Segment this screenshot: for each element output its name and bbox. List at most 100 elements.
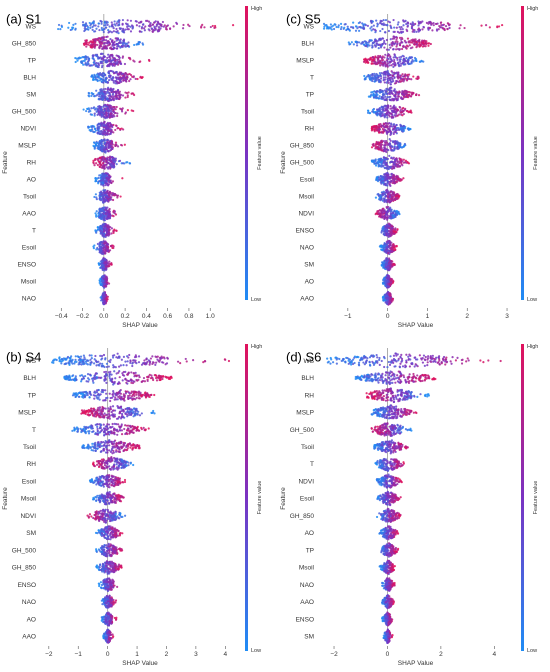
shap-point [106,206,109,209]
shap-point [150,27,153,30]
shap-point [106,243,109,246]
shap-point [382,22,385,25]
shap-point [381,211,385,214]
shap-point [97,182,100,185]
feature-label: Esoil [22,245,37,252]
shap-point [116,114,119,118]
shap-point [105,159,108,162]
shap-point [100,195,103,198]
shap-point [383,81,386,84]
shap-point [92,24,95,27]
shap-point [419,43,422,46]
shap-point [394,196,397,199]
shap-point [396,114,399,117]
shap-point [116,196,119,199]
shap-point [81,61,84,65]
shap-point [373,72,376,75]
shap-point [103,38,106,42]
shap-point [379,199,382,202]
shap-point [400,55,403,58]
shap-point [448,26,451,30]
shap-point [119,96,122,99]
shap-point [76,59,79,62]
shap-point [415,59,418,63]
shap-point [381,61,384,64]
shap-point [110,77,113,80]
shap-point [387,29,391,33]
shap-point [406,93,410,96]
shap-point [417,94,421,97]
shap-point [381,55,384,58]
shap-point [119,38,122,41]
shap-point [390,176,393,179]
shap-point [376,146,379,149]
shap-point [105,166,108,169]
shap-point [105,234,108,237]
shap-point [381,42,385,46]
shap-point [377,97,380,100]
shap-point [102,124,106,127]
shap-point [376,179,380,183]
shap-point [102,292,105,296]
shap-point [402,80,405,83]
shap-point [403,108,407,111]
shap-point [94,177,97,180]
shap-point [121,94,125,97]
shap-point [60,25,64,29]
shap-point [429,22,432,25]
shap-point [85,64,88,67]
shap-point [386,211,389,214]
shap-point [104,184,107,187]
feature-label: ENSO [18,262,36,269]
shap-point [93,164,96,167]
shap-point [98,106,101,109]
shap-point [400,158,403,161]
shap-point [371,73,374,76]
shap-point [101,225,104,229]
shap-point [142,27,146,30]
shap-point [406,25,409,28]
shap-point [401,164,404,167]
shap-point [157,22,160,25]
shap-point [387,199,390,202]
shap-point [116,112,119,115]
shap-point [382,92,385,95]
shap-point [111,25,114,28]
shap-point [114,124,118,127]
shap-point [109,163,112,167]
shap-point [374,196,378,199]
feature-label: WS [26,24,37,31]
shap-point [100,113,104,117]
shap-point [415,40,418,44]
shap-point [370,29,373,32]
shap-point [87,125,90,128]
shap-point [96,79,99,83]
shap-point [106,81,109,84]
shap-point [348,29,351,32]
shap-point [105,126,109,130]
shap-point [371,90,374,94]
shap-point [101,194,105,197]
shap-point [372,93,375,96]
shap-point [396,97,399,100]
shap-point [432,24,435,27]
shap-point [95,27,98,30]
y-axis-label: Feature [2,151,9,174]
shap-point [104,98,107,102]
shap-point [393,209,396,212]
shap-point [371,56,374,59]
shap-point [375,76,379,79]
shap-point [109,140,112,143]
shap-point [132,59,135,62]
shap-point [118,58,121,61]
feature-label: TP [28,58,36,65]
shap-point [384,53,387,56]
shap-point [372,24,375,27]
shap-point [96,226,100,229]
shap-point [106,124,109,127]
shap-point [107,150,110,153]
shap-point [376,177,379,180]
shap-point [114,24,117,27]
shap-point [382,114,385,117]
shap-point [107,29,110,32]
